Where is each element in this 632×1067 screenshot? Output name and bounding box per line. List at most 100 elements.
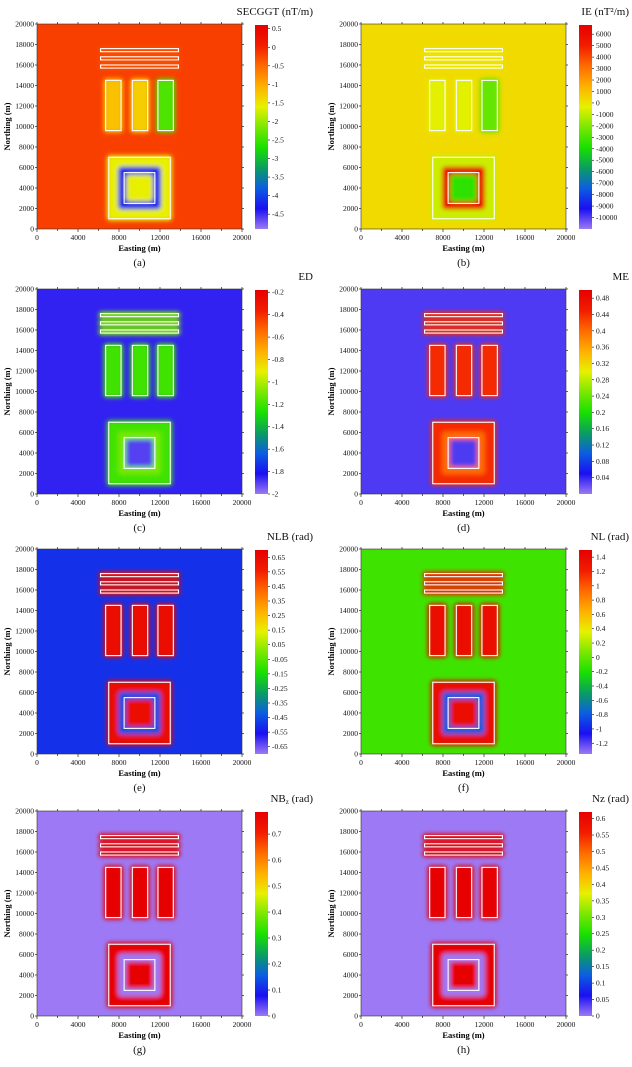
- y-axis-label: Northing (m): [326, 102, 336, 150]
- y-tick-label: 20000: [15, 20, 34, 29]
- y-tick-label: 0: [354, 1012, 358, 1021]
- colorbar-tick-label: 0.5: [596, 847, 606, 856]
- anomaly-rect: [454, 603, 474, 658]
- chart-title: NL (rad): [591, 531, 630, 543]
- colorbar-tick-label: 0.6: [596, 610, 606, 619]
- colorbar-tick-label: 4000: [596, 53, 611, 62]
- panel-label: (c): [133, 522, 146, 534]
- y-tick-label: 10000: [339, 647, 358, 656]
- body-outline: [432, 943, 495, 1007]
- colorbar-tick-label: 0.3: [596, 913, 606, 922]
- colorbar-tick-label: 0.7: [272, 830, 282, 839]
- colorbar-tick-label: 0: [596, 653, 600, 662]
- x-axis-label: Easting (m): [442, 768, 484, 778]
- x-tick-label: 0: [35, 498, 39, 507]
- colorbar-tick-label: -1000: [596, 110, 614, 119]
- y-tick-label: 16000: [339, 326, 358, 335]
- x-tick-label: 8000: [112, 233, 127, 242]
- colorbar: [579, 550, 592, 754]
- x-tick-label: 16000: [192, 758, 211, 767]
- colorbar-tick-label: 0.44: [596, 310, 609, 319]
- chart-panel: 0 4000 8000 12000 16000 20000 0 2000 4000 6000 800…: [316, 525, 632, 794]
- colorbar: [255, 550, 268, 754]
- y-tick-label: 4000: [343, 184, 358, 193]
- chart-panel: 0 4000 8000 12000 16000 20000 0 2000 4000 6000 800…: [316, 0, 632, 269]
- y-tick-label: 8000: [19, 668, 34, 677]
- x-tick-label: 12000: [151, 498, 170, 507]
- anomaly-rect: [427, 78, 448, 133]
- x-tick-label: 8000: [436, 758, 451, 767]
- chart-svg: 0 4000 8000 12000 16000 20000 0 2000 4000 6000 800…: [326, 271, 629, 534]
- heatmap-field: [361, 549, 566, 754]
- x-tick-label: 16000: [516, 498, 535, 507]
- body-outline: [157, 604, 174, 657]
- colorbar-tick-label: -10000: [596, 213, 617, 222]
- anomaly-square-core: [126, 699, 153, 727]
- x-tick-label: 0: [35, 758, 39, 767]
- colorbar-tick-label: -2000: [596, 121, 614, 130]
- body-outline: [455, 866, 473, 919]
- y-tick-label: 2000: [343, 469, 358, 478]
- x-tick-label: 0: [359, 233, 363, 242]
- colorbar-tick-label: 0.48: [596, 294, 609, 303]
- x-tick-label: 16000: [192, 233, 211, 242]
- x-tick-label: 12000: [475, 758, 494, 767]
- y-tick-label: 10000: [339, 909, 358, 918]
- body-outline: [123, 959, 156, 991]
- body-outline: [424, 589, 504, 594]
- anomaly-bar: [422, 588, 505, 596]
- colorbar-tick-label: 0.2: [596, 639, 606, 648]
- y-tick-label: 20000: [15, 285, 34, 294]
- x-tick-label: 8000: [112, 498, 127, 507]
- y-tick-label: 20000: [339, 285, 358, 294]
- anomaly-bar: [98, 833, 181, 841]
- colorbar-tick-label: 0.6: [596, 814, 606, 823]
- body-outline: [100, 56, 180, 61]
- y-tick-label: 2000: [343, 729, 358, 738]
- heatmap-field: [37, 289, 242, 494]
- colorbar-tick-label: -0.35: [272, 699, 288, 708]
- colorbar-tick-label: 0.8: [596, 596, 606, 605]
- x-tick-label: 0: [35, 233, 39, 242]
- x-tick-label: 16000: [192, 498, 211, 507]
- body-outline: [424, 843, 504, 848]
- colorbar-tick-label: -0.8: [596, 710, 608, 719]
- x-tick-label: 0: [359, 758, 363, 767]
- x-tick-label: 8000: [436, 498, 451, 507]
- y-tick-label: 12000: [15, 627, 34, 636]
- colorbar-tick-label: -8000: [596, 190, 614, 199]
- y-tick-label: 14000: [339, 346, 358, 355]
- x-tick-label: 4000: [71, 233, 86, 242]
- anomaly-rect: [155, 343, 176, 398]
- y-tick-label: 10000: [15, 122, 34, 131]
- x-tick-label: 12000: [151, 758, 170, 767]
- anomaly-bar: [422, 579, 505, 587]
- body-outline: [481, 866, 498, 919]
- y-tick-label: 0: [30, 1012, 34, 1021]
- anomaly-bar: [422, 328, 505, 336]
- colorbar-tick-label: -1: [272, 377, 278, 386]
- body-outline: [424, 581, 504, 586]
- body-outline: [424, 835, 504, 840]
- y-tick-label: 14000: [339, 81, 358, 90]
- y-tick-label: 18000: [339, 305, 358, 314]
- body-outline: [131, 344, 149, 397]
- y-tick-label: 8000: [343, 668, 358, 677]
- y-tick-label: 14000: [339, 868, 358, 877]
- colorbar-tick-label: 5000: [596, 41, 611, 50]
- y-tick-label: 12000: [15, 889, 34, 898]
- anomaly-rect: [103, 78, 124, 133]
- colorbar-tick-label: 0.25: [272, 611, 285, 620]
- chart-panel: 0 4000 8000 12000 16000 20000 0 2000 4000 6000 800…: [0, 0, 316, 269]
- anomaly-square-core: [126, 961, 153, 989]
- y-tick-label: 6000: [19, 688, 34, 697]
- colorbar-tick-label: 0.5: [272, 882, 282, 891]
- body-outline: [432, 156, 495, 220]
- body-outline: [100, 573, 180, 578]
- anomaly-bar: [422, 833, 505, 841]
- body-outline: [157, 344, 174, 397]
- y-tick-label: 12000: [15, 102, 34, 111]
- y-tick-label: 16000: [15, 586, 34, 595]
- anomaly-rect: [130, 78, 150, 133]
- y-tick-label: 14000: [15, 346, 34, 355]
